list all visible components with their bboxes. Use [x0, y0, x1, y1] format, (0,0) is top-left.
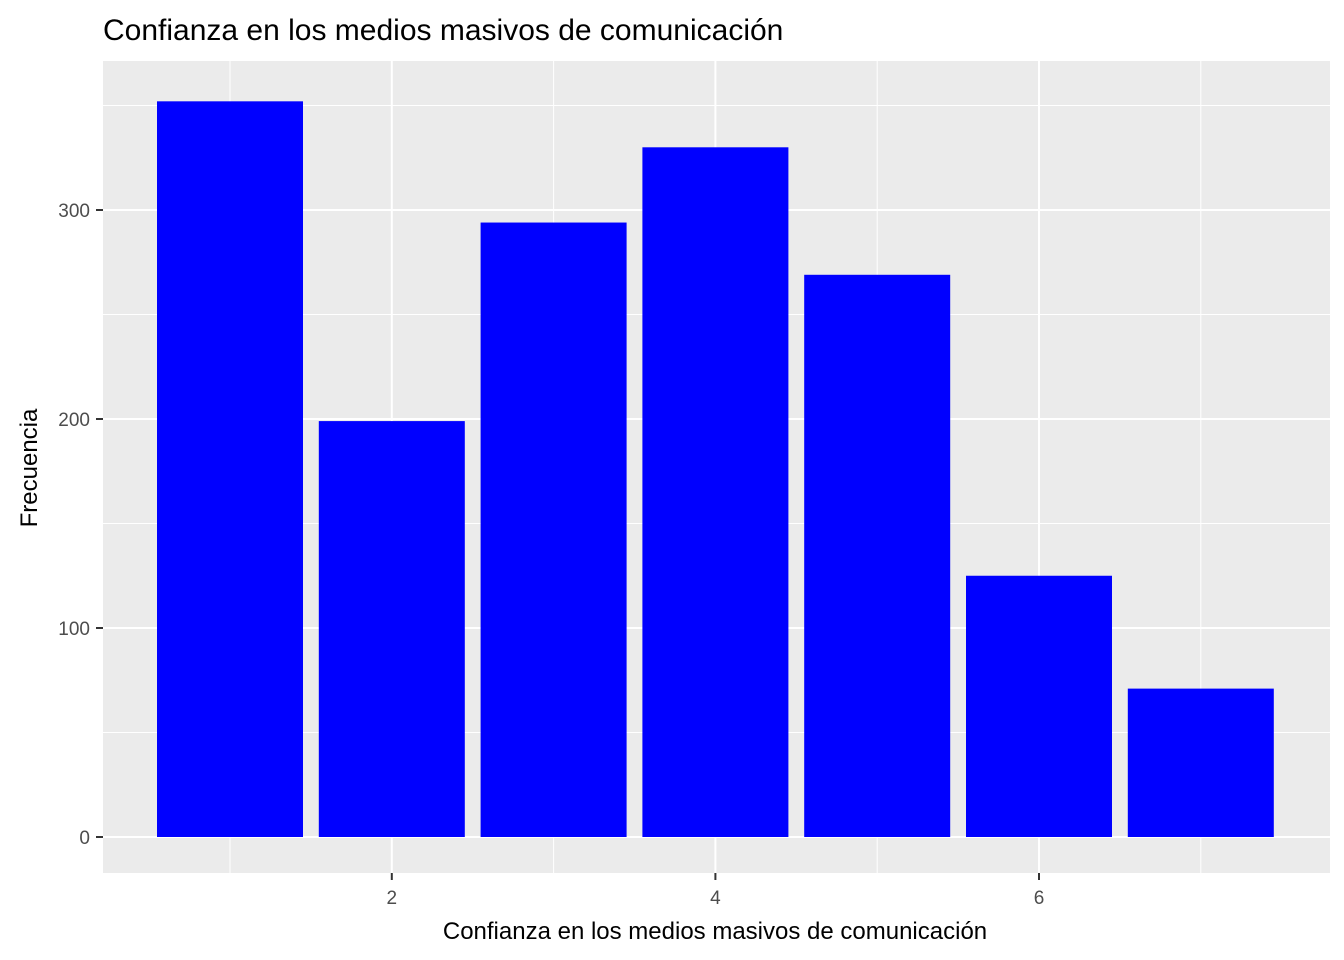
axis-ticks: 0 100 200 300 2 4 6: [58, 201, 1044, 909]
bar: [318, 421, 465, 837]
y-axis-title: Frecuencia: [16, 408, 43, 527]
bar: [642, 147, 789, 838]
bar: [804, 274, 951, 837]
y-tick-label: 300: [58, 201, 90, 222]
bar: [966, 575, 1112, 837]
y-tick-label: 200: [58, 410, 90, 431]
x-tick-label: 4: [710, 888, 721, 909]
bars: [157, 101, 1274, 838]
bar: [157, 101, 303, 837]
x-axis-title: Confianza en los medios masivos de comun…: [443, 918, 987, 945]
x-tick-label: 2: [387, 888, 398, 909]
bar: [480, 222, 627, 838]
chart-title: Confianza en los medios masivos de comun…: [103, 14, 783, 47]
y-tick-label: 100: [58, 619, 90, 640]
x-tick-label: 6: [1034, 888, 1045, 909]
bar: [1127, 688, 1274, 837]
y-tick-label: 0: [79, 828, 90, 849]
